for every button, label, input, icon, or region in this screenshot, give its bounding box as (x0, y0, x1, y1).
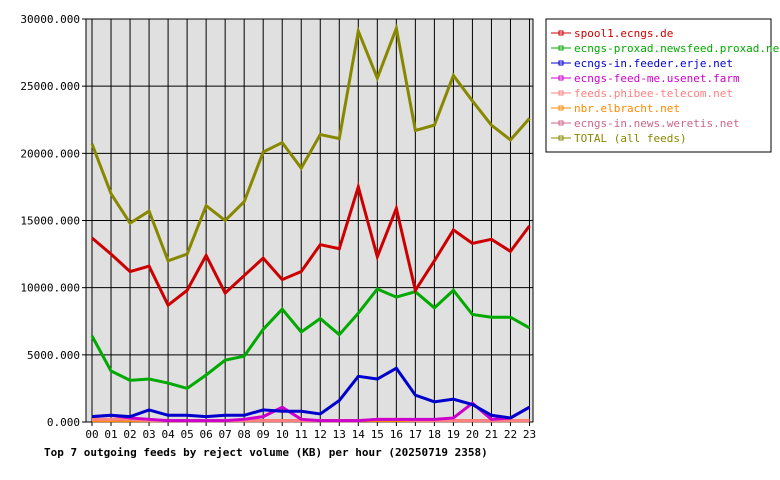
x-tick-label: 03 (142, 428, 155, 441)
series-line-3 (91, 401, 531, 423)
series-lines (90, 22, 531, 423)
legend-marker (558, 120, 564, 126)
legend-entry: ecngs-in.feeder.erje.net (574, 57, 733, 70)
y-tick-label: 20000.000 (20, 147, 80, 160)
legend-entry: feeds.phibee-telecom.net (574, 87, 733, 100)
legend-entry: nbr.elbracht.net (574, 102, 680, 115)
x-tick-label: 06 (200, 428, 213, 441)
x-tick-label: 13 (333, 428, 346, 441)
x-tick-label: 09 (257, 428, 270, 441)
x-tick-label: 23 (523, 428, 536, 441)
x-axis: 00 01 02 03 04 05 06 07 08 09 10 11 12 13 14 15 16 17 18 19… (85, 422, 536, 441)
y-tick-label: 10000.000 (20, 282, 80, 295)
x-tick-label: 12 (314, 428, 327, 441)
legend-marker (558, 90, 564, 96)
x-tick-label: 20 (466, 428, 479, 441)
legend-entry: ecngs-in.news.weretis.net (574, 117, 740, 130)
x-tick-label: 14 (352, 428, 366, 441)
x-tick-label: 04 (161, 428, 175, 441)
x-tick-label: 15 (371, 428, 384, 441)
x-tick-label: 16 (390, 428, 403, 441)
x-tick-label: 21 (485, 428, 498, 441)
x-tick-label: 05 (180, 428, 193, 441)
legend: spool1.ecngs.de ecngs-proxad.newsfeed.pro… (545, 18, 780, 153)
x-tick-label: 08 (238, 428, 251, 441)
y-tick-label: 0.000 (47, 416, 80, 429)
legend-marker (558, 105, 564, 111)
x-tick-label: 02 (123, 428, 136, 441)
series-line-1 (90, 287, 531, 391)
x-tick-label: 11 (295, 428, 308, 441)
legend-entry: ecngs-proxad.newsfeed.proxad.net (574, 42, 780, 55)
chart-title: Top 7 outgoing feeds by reject volume (K… (44, 446, 488, 459)
x-tick-label: 18 (428, 428, 441, 441)
y-tick-label: 15000.000 (20, 215, 80, 228)
legend-marker (558, 45, 564, 51)
legend-marker (558, 135, 564, 141)
plot-area (85, 18, 534, 423)
x-tick-label: 07 (219, 428, 232, 441)
x-tick-label: 10 (276, 428, 289, 441)
series-line-0 (91, 181, 531, 308)
x-tick-label: 17 (409, 428, 422, 441)
legend-marker (558, 60, 564, 66)
legend-entry: spool1.ecngs.de (574, 27, 673, 40)
legend-entry: TOTAL (all feeds) (574, 132, 687, 145)
y-tick-label: 25000.000 (20, 80, 80, 93)
y-tick-label: 30000.000 (20, 13, 80, 26)
legend-box (545, 18, 772, 153)
x-tick-label: 00 (85, 428, 98, 441)
y-tick-label: 5000.000 (27, 349, 80, 362)
x-tick-label: 22 (504, 428, 517, 441)
series-line-2 (91, 366, 531, 420)
legend-marker (558, 30, 564, 36)
series-line-7 (90, 22, 531, 263)
y-axis: 0.000 5000.000 10000.000 15000.000 20000.000… (20, 13, 86, 429)
x-tick-label: 01 (104, 428, 117, 441)
legend-entry: ecngs-feed-me.usenet.farm (574, 72, 740, 85)
legend-marker (558, 75, 564, 81)
x-tick-label: 19 (447, 428, 460, 441)
